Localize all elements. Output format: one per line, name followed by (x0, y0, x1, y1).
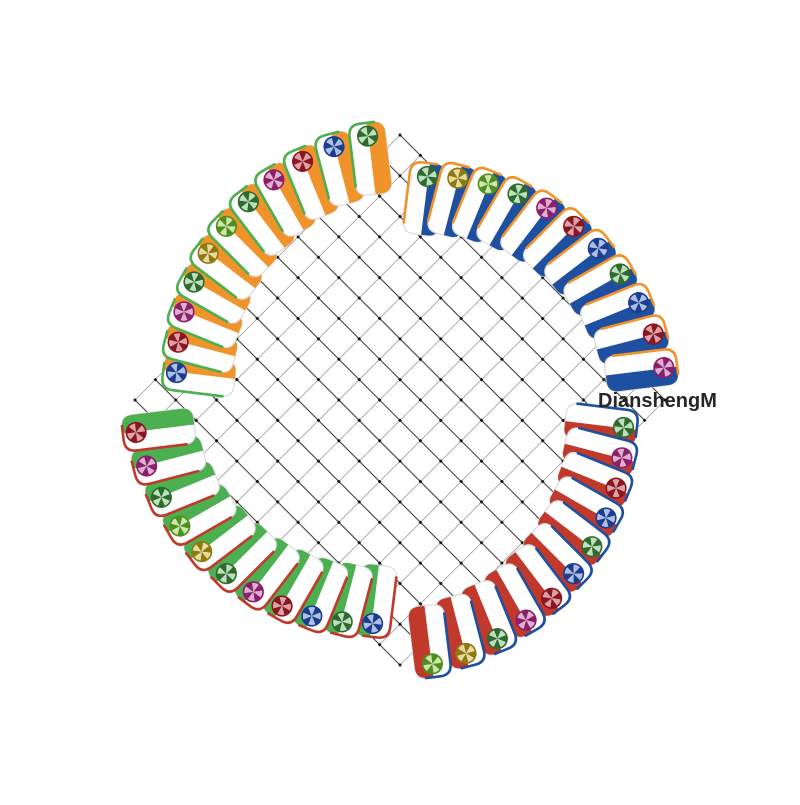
svg-text:DianshengM: DianshengM (598, 390, 717, 412)
